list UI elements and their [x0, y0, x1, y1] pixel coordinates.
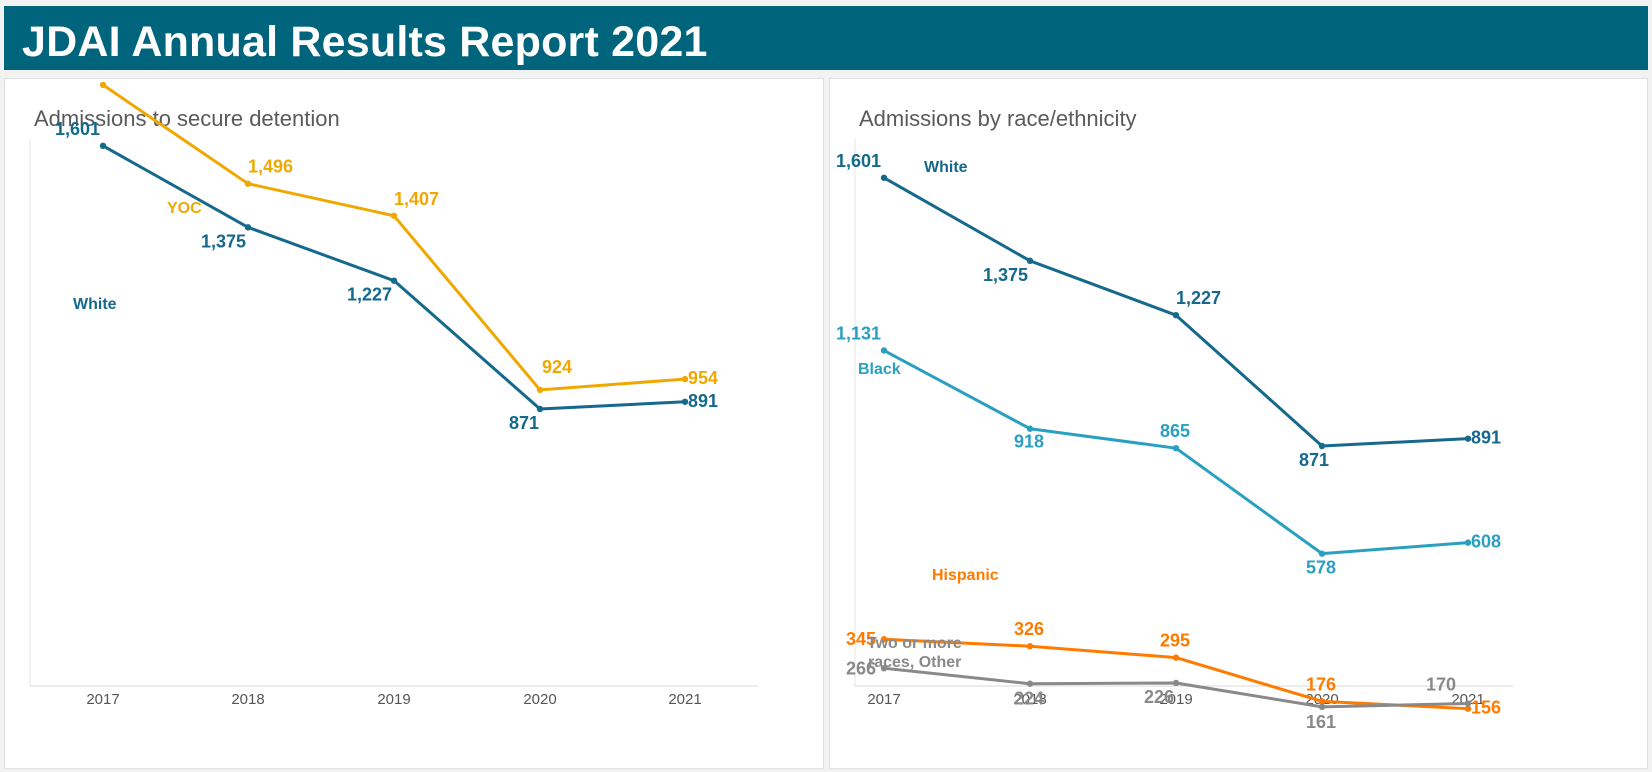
data-label-two-or-more-races-other-2019: 226: [1144, 687, 1174, 707]
data-point-hispanic-2017: [880, 636, 888, 643]
data-point-black-2020: [1318, 550, 1326, 557]
data-label-black-2021: 608: [1471, 532, 1501, 552]
data-label-white-2020: 871: [509, 413, 539, 433]
data-label-yoc-2020: 924: [542, 357, 572, 377]
data-point-two-or-more-races-other-2019: [1172, 679, 1180, 687]
race-ethnicity-panel: Admissions by race/ethnicity 2017 2018 201…: [829, 78, 1648, 769]
series-name-label-white: White: [73, 296, 117, 313]
data-point-white-2020: [1318, 442, 1326, 450]
data-point-white-2019: [390, 277, 398, 284]
data-point-white-2021: [681, 398, 689, 405]
data-label-black-2020: 578: [1306, 558, 1336, 578]
data-label-white-2019: 1,227: [347, 285, 392, 305]
report-title: JDAI Annual Results Report 2021: [22, 18, 708, 66]
report-header: JDAI Annual Results Report 2021: [4, 6, 1648, 70]
data-point-two-or-more-races-other-2017: [880, 665, 888, 672]
data-label-two-or-more-races-other-2018: 224: [1014, 689, 1044, 709]
data-label-two-or-more-races-other-2021: 170: [1426, 675, 1456, 695]
data-point-hispanic-2019: [1172, 654, 1180, 661]
data-point-yoc-2021: [681, 375, 689, 383]
data-label-hispanic-2020: 176: [1306, 674, 1336, 694]
data-label-black-2019: 865: [1160, 421, 1190, 441]
data-point-two-or-more-races-other-2018: [1026, 680, 1034, 687]
series-name-label-yoc: YOC: [167, 200, 202, 217]
data-point-two-or-more-races-other-2021: [1464, 700, 1472, 707]
series-line-white: [883, 176, 1469, 448]
race-ethnicity-line-chart: 201720182019202020211,6011,3751,22787189…: [836, 139, 1513, 732]
series-line-black: [883, 349, 1469, 556]
data-point-yoc-2020: [536, 386, 544, 394]
data-label-white-2019: 1,227: [1176, 288, 1221, 308]
data-point-two-or-more-races-other-2020: [1318, 703, 1326, 711]
x-tick-label-2019: 2019: [377, 691, 410, 708]
series-line-white: [102, 144, 686, 411]
panel-title-race-ethnicity: Admissions by race/ethnicity: [859, 106, 1137, 131]
data-point-yoc-2017: [99, 81, 107, 89]
data-label-white-2018: 1,375: [983, 265, 1028, 285]
data-label-white-2018: 1,375: [201, 231, 246, 251]
data-point-black-2018: [1026, 425, 1034, 432]
x-tick-label-2017: 2017: [867, 691, 900, 708]
x-tick-label-2019: 2019: [1159, 691, 1192, 708]
data-point-white-2018: [1026, 257, 1034, 265]
data-point-white-2017: [880, 174, 888, 181]
x-tick-label-2018: 2018: [231, 691, 264, 708]
data-label-two-or-more-races-other-2017: 266: [846, 658, 876, 678]
x-tick-label-2020: 2020: [523, 691, 556, 708]
data-label-black-2017: 1,131: [836, 323, 881, 343]
admissions-panel: Admissions to secure detention 2017 2018 2…: [4, 78, 824, 769]
data-point-white-2017: [99, 142, 107, 150]
data-label-white-2021: 891: [1471, 428, 1501, 448]
series-name-label-hispanic: Hispanic: [932, 567, 999, 584]
x-tick-label-2021: 2021: [668, 691, 701, 708]
series-name-label-white: White: [924, 159, 968, 176]
data-point-white-2020: [536, 405, 544, 413]
data-label-white-2017: 1,601: [55, 119, 100, 139]
series-name-label-two-or-more-races-other: Two or more races, Other: [867, 635, 962, 671]
data-point-white-2019: [1172, 312, 1180, 319]
series-name-line-1: Two or more: [867, 635, 962, 652]
data-label-white-2020: 871: [1299, 450, 1329, 470]
data-label-hispanic-2018: 326: [1014, 619, 1044, 639]
admissions-line-chart: 201720182019202020211,7701,4961,40792495…: [29, 81, 758, 708]
data-point-white-2018: [244, 224, 252, 231]
data-label-hispanic-2017: 345: [846, 629, 876, 649]
data-point-white-2021: [1464, 435, 1472, 442]
series-name-line-2: races, Other: [868, 654, 961, 671]
data-label-yoc-2018: 1,496: [248, 157, 293, 177]
data-label-yoc-2021: 954: [688, 368, 718, 388]
x-tick-label-2018: 2018: [1013, 691, 1046, 708]
x-tick-label-2017: 2017: [86, 691, 119, 708]
data-point-hispanic-2021: [1464, 705, 1472, 712]
panel-title-admissions: Admissions to secure detention: [34, 106, 340, 131]
data-label-white-2021: 891: [688, 391, 718, 411]
data-label-black-2018: 918: [1014, 432, 1044, 452]
data-label-yoc-2019: 1,407: [394, 189, 439, 209]
data-point-black-2019: [1172, 444, 1180, 452]
data-label-hispanic-2019: 295: [1160, 631, 1190, 651]
data-point-yoc-2019: [390, 212, 398, 219]
data-label-hispanic-2021: 156: [1471, 698, 1501, 718]
data-point-black-2021: [1464, 539, 1472, 546]
data-label-white-2017: 1,601: [836, 151, 881, 171]
data-label-two-or-more-races-other-2020: 161: [1306, 712, 1336, 732]
data-point-yoc-2018: [244, 180, 252, 187]
data-point-hispanic-2018: [1026, 643, 1034, 650]
data-point-black-2017: [880, 347, 888, 354]
data-point-hispanic-2020: [1318, 698, 1326, 705]
series-line-yoc: [102, 83, 686, 392]
series-name-label-black: Black: [858, 361, 901, 378]
